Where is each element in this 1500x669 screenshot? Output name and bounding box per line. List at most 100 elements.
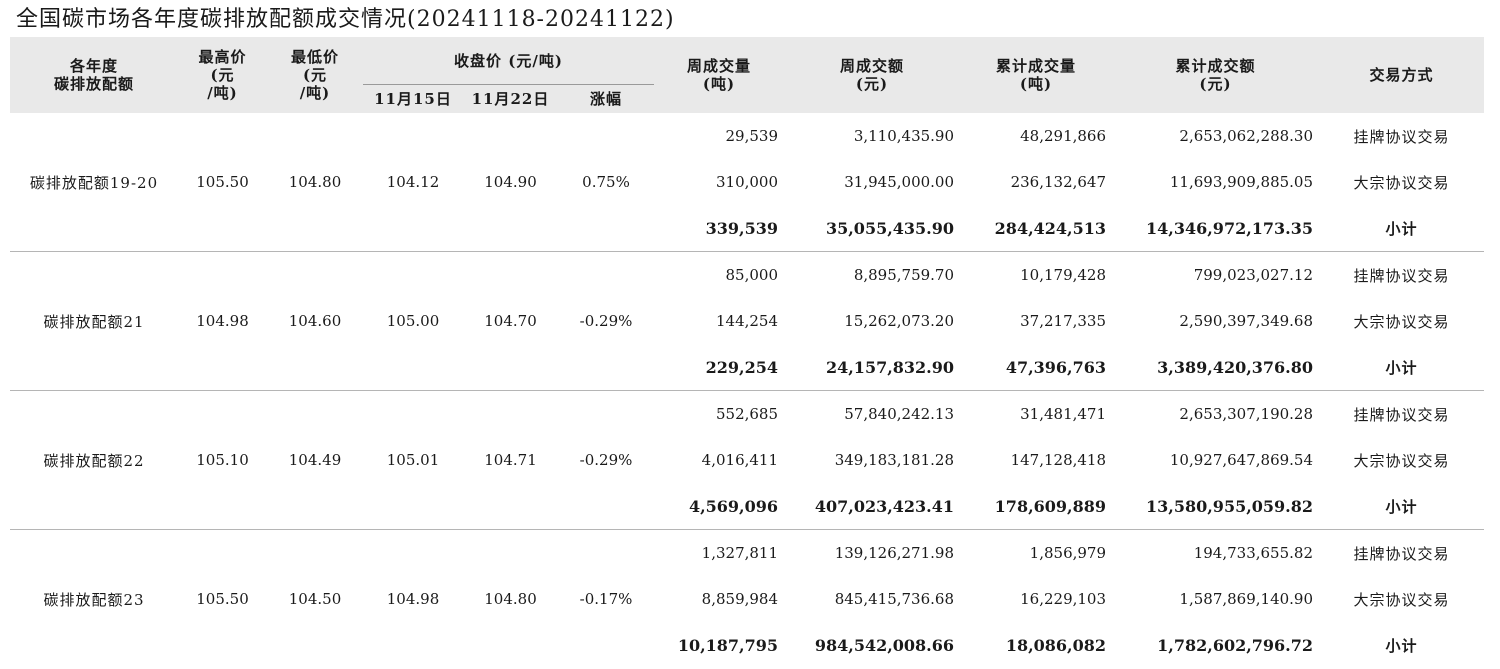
cum-amount-subtotal: 13,580,955,059.82 — [1146, 496, 1314, 516]
header-week-volume-line2: (吨) — [702, 75, 736, 93]
subtotal-label: 小计 — [1385, 358, 1418, 377]
trade-method: 挂牌协议交易 — [1319, 251, 1485, 298]
price-change: -0.29% — [558, 251, 655, 391]
week-amount: 8,895,759.70 — [784, 251, 961, 298]
price-change: -0.17% — [558, 529, 655, 668]
header-low-price: 最低价 (元 /吨) — [267, 37, 363, 113]
close-price-1115: 105.01 — [363, 390, 463, 530]
table-row: 碳排放配额21 104.98 104.60 105.00 104.70 -0.2… — [10, 251, 1485, 391]
cum-volume: 10,179,428 — [960, 251, 1113, 298]
high-price: 105.50 — [196, 173, 249, 191]
week-volume: 8,859,984 — [701, 590, 779, 608]
table-body: 碳排放配额19-20 105.50 104.80 104.12 104.90 0… — [10, 113, 1485, 668]
header-close-date-2: 11月22日 — [463, 84, 558, 113]
week-amount-subtotal: 407,023,423.41 — [814, 496, 955, 516]
header-low-price-line2: (元 — [302, 66, 328, 84]
cum-volume-subtotal: 18,086,082 — [1005, 635, 1107, 655]
table-header: 各年度 碳排放配额 最高价 (元 /吨) 最低价 (元 /吨) 收盘价 (元/吨… — [10, 37, 1485, 113]
table-row: 310,000 31,945,000.00 236,132,647 11,693… — [10, 159, 1484, 205]
cum-amount-subtotal: 14,346,972,173.35 — [1146, 218, 1314, 238]
week-volume: 4,016,411 — [701, 451, 779, 469]
week-volume: 310,000 — [715, 173, 779, 191]
subtotal-label: 小计 — [1385, 219, 1418, 238]
week-amount: 3,110,435.90 — [853, 127, 955, 145]
table-row: 144,254 15,262,073.20 37,217,335 2,590,3… — [10, 298, 1484, 344]
cum-volume: 16,229,103 — [1020, 590, 1107, 608]
header-change: 涨幅 — [558, 84, 655, 113]
high-price: 105.50 — [178, 529, 267, 668]
header-week-amount-line1: 周成交额 — [840, 57, 905, 75]
trade-method: 挂牌协议交易 — [1353, 127, 1450, 146]
close-price-1122: 104.90 — [484, 173, 537, 191]
close-price-1122: 104.70 — [463, 251, 558, 391]
header-week-amount: 周成交额 (元) — [784, 37, 961, 113]
trade-method: 挂牌协议交易 — [1319, 529, 1485, 576]
header-cum-amount-line1: 累计成交额 — [1175, 57, 1256, 75]
quota-name: 碳排放配额21 — [10, 251, 178, 391]
header-close-date-1: 11月15日 — [363, 84, 463, 113]
page-title: 全国碳市场各年度碳排放配额成交情况(20241118-20241122) — [16, 7, 675, 32]
cum-volume: 48,291,866 — [1020, 127, 1107, 145]
week-volume: 552,685 — [654, 390, 785, 437]
subtotal-label: 小计 — [1385, 636, 1418, 655]
subtotal-row: 339,539 35,055,435.90 284,424,513 14,346… — [10, 205, 1484, 252]
high-price: 105.10 — [178, 390, 267, 530]
header-quota-name-line1: 各年度 — [69, 57, 118, 75]
cum-amount: 2,653,062,288.30 — [1179, 127, 1314, 145]
trade-method: 挂牌协议交易 — [1319, 390, 1485, 437]
header-low-price-line3: /吨) — [299, 84, 331, 102]
week-volume: 85,000 — [654, 251, 785, 298]
cum-volume: 147,128,418 — [1010, 451, 1107, 469]
high-price: 104.98 — [178, 251, 267, 391]
low-price: 104.50 — [267, 529, 363, 668]
table-row: 8,859,984 845,415,736.68 16,229,103 1,58… — [10, 576, 1484, 622]
cum-volume: 1,856,979 — [960, 529, 1113, 576]
week-volume-subtotal: 10,187,795 — [677, 635, 779, 655]
week-amount-subtotal: 984,542,008.66 — [814, 635, 955, 655]
trade-method: 大宗协议交易 — [1353, 173, 1450, 192]
header-high-price-line3: /吨) — [207, 84, 238, 102]
low-price: 104.80 — [288, 173, 342, 191]
price-change: -0.29% — [558, 390, 655, 530]
quota-name: 碳排放配额19-20 — [29, 173, 159, 192]
subtotal-row: 229,254 24,157,832.90 47,396,763 3,389,4… — [10, 344, 1484, 391]
trade-method: 大宗协议交易 — [1353, 590, 1450, 609]
header-high-price-line2: (元 — [210, 66, 235, 84]
header-trade-method: 交易方式 — [1319, 37, 1485, 113]
carbon-quota-trading-table: 各年度 碳排放配额 最高价 (元 /吨) 最低价 (元 /吨) 收盘价 (元/吨… — [10, 37, 1485, 668]
cum-amount: 799,023,027.12 — [1112, 251, 1320, 298]
close-price-1115: 104.98 — [363, 529, 463, 668]
cum-amount-subtotal: 3,389,420,376.80 — [1157, 357, 1314, 377]
cum-amount: 2,653,307,190.28 — [1112, 390, 1320, 437]
cum-amount: 1,587,869,140.90 — [1179, 590, 1314, 608]
header-week-volume: 周成交量 (吨) — [654, 37, 785, 113]
header-low-price-line1: 最低价 — [290, 48, 339, 66]
close-price-1122: 104.71 — [463, 390, 558, 530]
close-price-1115: 105.00 — [363, 251, 463, 391]
week-amount: 349,183,181.28 — [834, 451, 955, 469]
week-volume-subtotal: 339,539 — [705, 218, 779, 238]
header-quota-name: 各年度 碳排放配额 — [10, 37, 178, 113]
header-quota-name-line2: 碳排放配额 — [53, 75, 134, 93]
week-amount-subtotal: 35,055,435.90 — [825, 218, 955, 238]
table-row: 碳排放配额19-20 105.50 104.80 104.12 104.90 0… — [10, 113, 1484, 192]
header-cum-amount-line2: (元) — [1199, 75, 1232, 93]
low-price: 104.60 — [267, 251, 363, 391]
cum-volume: 236,132,647 — [1010, 173, 1107, 191]
header-cum-amount: 累计成交额 (元) — [1112, 37, 1320, 113]
cum-volume: 37,217,335 — [1020, 312, 1107, 330]
trade-method: 大宗协议交易 — [1353, 312, 1450, 331]
price-change: 0.75% — [582, 173, 630, 191]
cum-amount-subtotal: 1,782,602,796.72 — [1157, 635, 1314, 655]
close-price-1115: 104.12 — [386, 173, 440, 191]
header-high-price: 最高价 (元 /吨) — [178, 37, 267, 113]
table-row: 4,016,411 349,183,181.28 147,128,418 10,… — [10, 437, 1484, 483]
subtotal-row: 10,187,795 984,542,008.66 18,086,082 1,7… — [10, 622, 1484, 668]
week-amount: 845,415,736.68 — [834, 590, 955, 608]
week-amount: 31,945,000.00 — [844, 173, 955, 191]
header-high-price-line1: 最高价 — [198, 48, 247, 66]
header-cum-volume-line2: (吨) — [1019, 75, 1053, 93]
week-amount: 15,262,073.20 — [844, 312, 955, 330]
week-volume: 29,539 — [725, 127, 779, 145]
week-volume-subtotal: 4,569,096 — [688, 496, 779, 516]
